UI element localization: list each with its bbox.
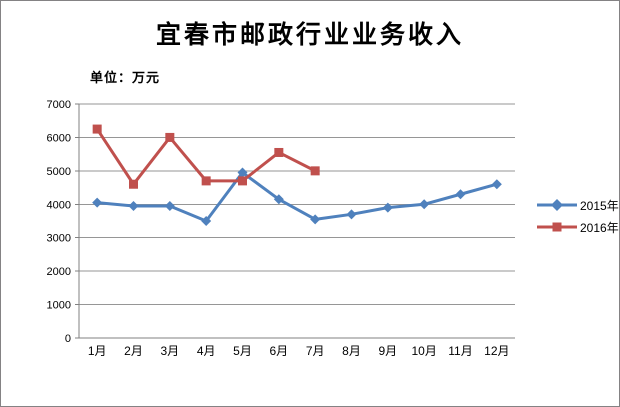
y-axis-tick-label: 0: [65, 333, 71, 345]
marker-diamond: [346, 209, 357, 220]
marker-diamond: [201, 216, 212, 226]
x-axis-label: 12月: [484, 344, 509, 358]
x-axis-label: 5月: [233, 344, 252, 358]
series-line-2015年: [95, 171, 499, 223]
y-axis-tick-label: 1000: [47, 300, 71, 312]
marker-diamond: [128, 200, 139, 211]
marker-diamond: [237, 167, 248, 178]
marker-square: [165, 132, 175, 142]
x-axis-label: 8月: [342, 344, 361, 358]
y-axis-tick-label: 4000: [47, 199, 71, 211]
marker-diamond: [310, 214, 321, 225]
marker-diamond: [164, 200, 175, 211]
x-axis-label: 10月: [411, 344, 436, 358]
x-axis-label: 6月: [269, 344, 288, 358]
legend-marker-2016-icon: [537, 222, 577, 232]
marker-square: [92, 124, 102, 134]
legend-item-2016: 2016年: [537, 220, 619, 235]
x-axis-label: 4月: [197, 344, 216, 358]
marker-diamond: [455, 189, 466, 200]
marker-square: [274, 147, 284, 157]
x-axis-label: 1月: [88, 344, 107, 358]
legend-marker-2015-icon: [537, 199, 577, 211]
marker-square: [201, 176, 211, 186]
marker-square: [310, 166, 320, 176]
x-axis-label: 9月: [378, 344, 397, 358]
marker-diamond: [382, 202, 393, 213]
marker-square: [129, 179, 138, 189]
y-axis-tick-label: 3000: [47, 233, 71, 245]
y-axis-tick-label: 2000: [47, 266, 71, 278]
x-axis-label: 2月: [124, 344, 143, 358]
y-axis-tick-label: 6000: [47, 132, 71, 144]
marker-diamond: [92, 197, 103, 208]
marker-square: [238, 176, 247, 186]
marker-diamond: [491, 179, 502, 190]
chart-title: 宜春市邮政行业业务收入: [155, 20, 464, 49]
legend: 2015年 2016年: [537, 198, 619, 242]
y-axis-tick-label: 5000: [47, 166, 71, 178]
legend-item-2015: 2015年: [537, 198, 619, 213]
legend-label-2016: 2016年: [580, 220, 619, 235]
x-axis-label: 7月: [306, 344, 325, 358]
x-axis-label: 11月: [448, 344, 472, 358]
unit-label: 单位：万元: [90, 70, 161, 85]
marker-diamond: [419, 199, 430, 210]
x-axis-label: 3月: [160, 344, 179, 358]
legend-label-2015: 2015年: [580, 198, 619, 213]
y-axis-tick-label: 7000: [47, 99, 71, 111]
marker-diamond: [273, 194, 284, 205]
